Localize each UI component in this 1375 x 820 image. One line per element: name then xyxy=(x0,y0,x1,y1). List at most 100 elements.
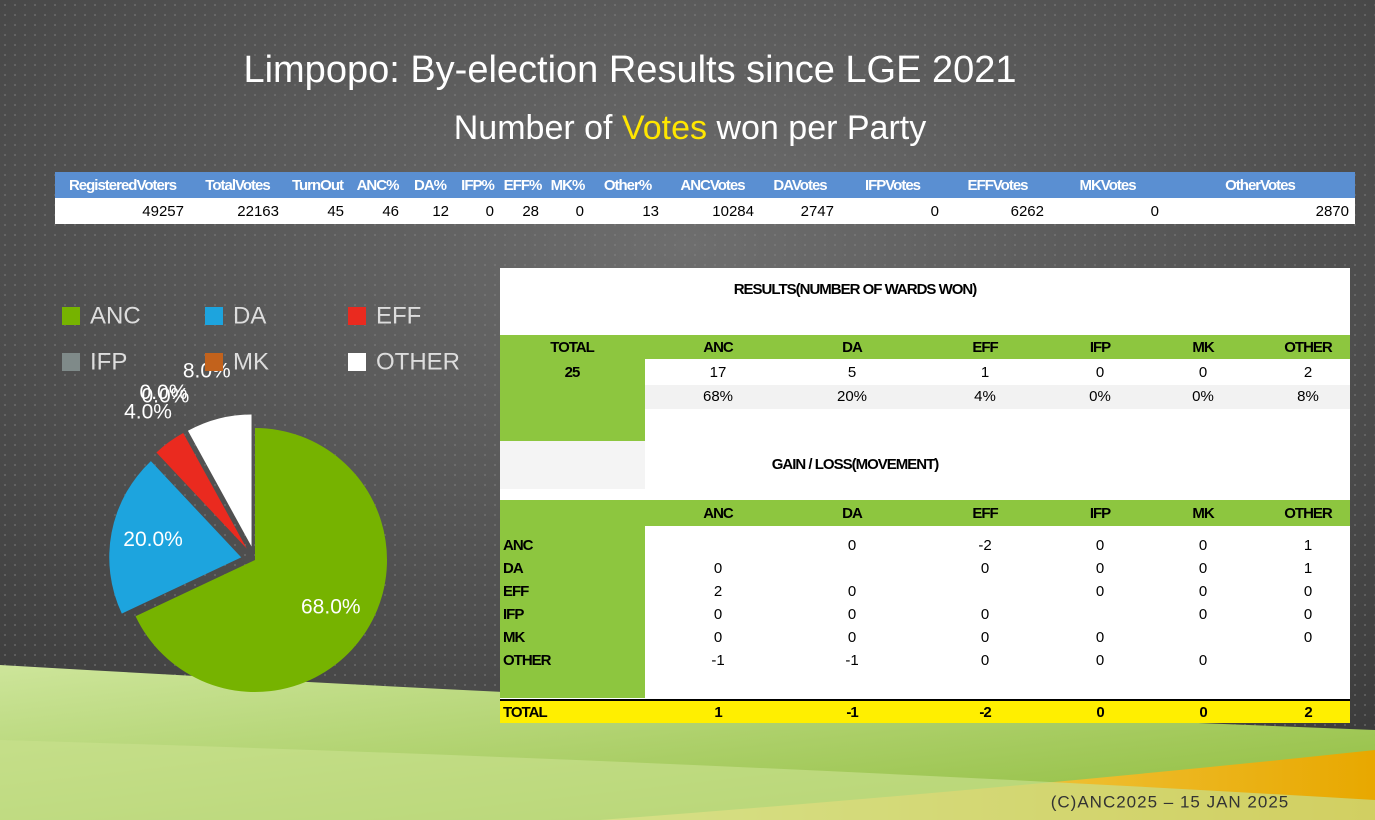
summary-header: IFP% xyxy=(461,177,494,194)
pie-label: 20.0% xyxy=(123,528,183,551)
results-percent: 4% xyxy=(974,388,996,405)
movement-cell: -2 xyxy=(978,537,991,554)
results-header: MK xyxy=(1192,339,1214,356)
summary-header: ANC% xyxy=(357,177,399,194)
movement-cell: 1 xyxy=(1304,537,1312,554)
movement-row-label: ANC xyxy=(503,537,534,554)
results-pct-bg xyxy=(645,385,1350,409)
results-header-bg xyxy=(500,335,1350,359)
legend-label: ANC xyxy=(90,302,141,329)
summary-header: DAVotes xyxy=(773,177,827,194)
movement-cell: 0 xyxy=(848,537,856,554)
movement-cell: 0 xyxy=(1199,606,1207,623)
movement-cell: 0 xyxy=(981,606,989,623)
title: Limpopo: By-election Results since LGE 2… xyxy=(243,49,1016,91)
results-count: 17 xyxy=(710,364,727,381)
movement-cell: 0 xyxy=(1096,560,1104,577)
subtitle-text: Number of xyxy=(454,109,613,147)
summary-value: 12 xyxy=(432,203,449,220)
summary-value: 0 xyxy=(931,203,939,220)
movement-cell: 0 xyxy=(1199,583,1207,600)
movement-header: DA xyxy=(842,505,863,522)
results-count: 0 xyxy=(1096,364,1104,381)
results-percent: 68% xyxy=(703,388,733,405)
movement-header-bg xyxy=(500,500,1350,526)
movement-cell: 1 xyxy=(1304,560,1312,577)
legend-label: IFP xyxy=(90,348,127,375)
legend-swatch xyxy=(348,307,366,325)
movement-row-label: OTHER xyxy=(503,652,552,669)
results-total: 25 xyxy=(565,364,580,381)
movement-row-label: MK xyxy=(503,629,525,646)
results-header: ANC xyxy=(703,339,734,356)
movement-cell: 0 xyxy=(1304,629,1312,646)
movement-title-band xyxy=(500,441,645,489)
movement-header: EFF xyxy=(972,505,998,522)
summary-header: IFPVotes xyxy=(865,177,921,194)
summary-header: RegisteredVoters xyxy=(69,177,177,194)
movement-label-col xyxy=(500,526,645,698)
movement-cell: 0 xyxy=(1304,606,1312,623)
summary-header: TurnOut xyxy=(292,177,344,194)
summary-header: TotalVotes xyxy=(205,177,270,194)
movement-cell: 0 xyxy=(1096,629,1104,646)
summary-value: 2747 xyxy=(801,203,834,220)
movement-header: ANC xyxy=(703,505,734,522)
legend-label: MK xyxy=(233,348,269,375)
results-total-col xyxy=(500,359,645,441)
results-header: OTHER xyxy=(1284,339,1333,356)
subtitle: Number of Votes won per Party xyxy=(454,109,926,147)
subtitle-text: won per Party xyxy=(715,109,926,147)
movement-title: GAIN / LOSS(MOVEMENT) xyxy=(772,456,940,473)
movement-header: IFP xyxy=(1090,505,1111,522)
results-title: RESULTS(NUMBER OF WARDS WON) xyxy=(734,281,978,298)
movement-cell: 0 xyxy=(1199,652,1207,669)
summary-value: 22163 xyxy=(237,203,279,220)
movement-cell: 0 xyxy=(714,629,722,646)
summary-value: 28 xyxy=(522,203,539,220)
pie-label: 0.0% xyxy=(141,385,189,408)
summary-value: 13 xyxy=(642,203,659,220)
movement-total-label: TOTAL xyxy=(503,704,547,721)
summary-header: DA% xyxy=(414,177,447,194)
subtitle-highlight: Votes xyxy=(622,109,707,147)
summary-value: 2870 xyxy=(1316,203,1349,220)
summary-value: 0 xyxy=(1151,203,1159,220)
movement-cell: 0 xyxy=(1199,537,1207,554)
results-percent: 0% xyxy=(1192,388,1214,405)
movement-header: MK xyxy=(1192,505,1214,522)
movement-cell: 0 xyxy=(848,606,856,623)
movement-cell: 0 xyxy=(1096,583,1104,600)
movement-cell: 0 xyxy=(1199,560,1207,577)
movement-cell: 0 xyxy=(848,583,856,600)
movement-total-cell: 0 xyxy=(1096,704,1104,721)
movement-total-cell: 1 xyxy=(714,704,722,721)
pie-slice xyxy=(187,414,252,547)
movement-cell: 0 xyxy=(714,560,722,577)
movement-header: OTHER xyxy=(1284,505,1333,522)
legend-swatch xyxy=(348,353,366,371)
movement-total-cell: -2 xyxy=(979,704,991,721)
summary-header: EFF% xyxy=(504,177,542,194)
summary-value: 0 xyxy=(486,203,494,220)
summary-value: 0 xyxy=(576,203,584,220)
pie-label: 68.0% xyxy=(301,596,361,619)
results-header: IFP xyxy=(1090,339,1111,356)
movement-total-bg xyxy=(500,701,1350,723)
light-swoosh xyxy=(0,740,1375,820)
results-count: 5 xyxy=(848,364,856,381)
movement-cell: 0 xyxy=(1096,537,1104,554)
results-count: 0 xyxy=(1199,364,1207,381)
pie-slice xyxy=(109,461,242,614)
legend-label: EFF xyxy=(376,302,421,329)
movement-cell: 0 xyxy=(714,606,722,623)
legend-swatch xyxy=(62,307,80,325)
results-percent: 20% xyxy=(837,388,867,405)
summary-header: ANCVotes xyxy=(680,177,745,194)
summary-value: 6262 xyxy=(1011,203,1044,220)
summary-header: EFFVotes xyxy=(967,177,1028,194)
pie-slice xyxy=(156,433,247,549)
movement-total-cell: 2 xyxy=(1304,704,1312,721)
movement-row-label: DA xyxy=(503,560,524,577)
